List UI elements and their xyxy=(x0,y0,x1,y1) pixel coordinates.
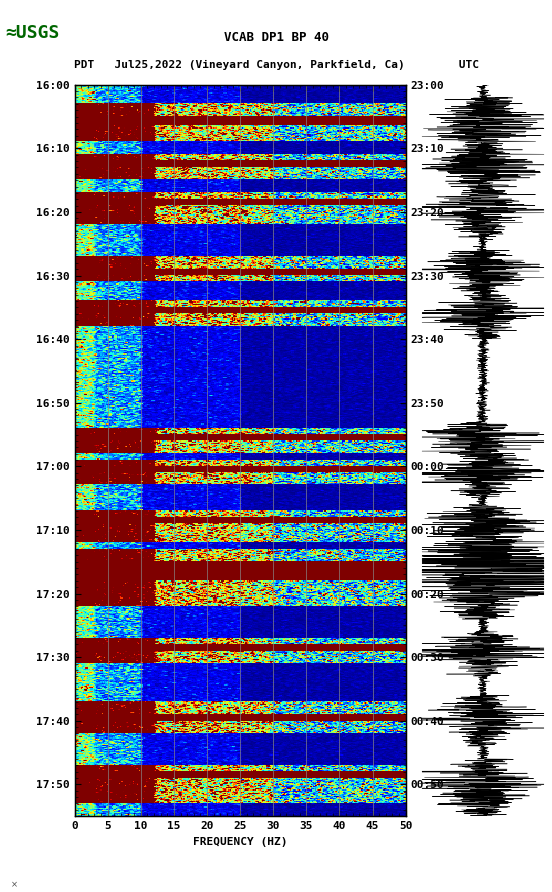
X-axis label: FREQUENCY (HZ): FREQUENCY (HZ) xyxy=(193,837,288,847)
Text: ×: × xyxy=(11,880,18,889)
Text: PDT   Jul25,2022 (Vineyard Canyon, Parkfield, Ca)        UTC: PDT Jul25,2022 (Vineyard Canyon, Parkfie… xyxy=(73,60,479,70)
Text: VCAB DP1 BP 40: VCAB DP1 BP 40 xyxy=(224,31,328,44)
Text: ≈USGS: ≈USGS xyxy=(6,24,60,43)
